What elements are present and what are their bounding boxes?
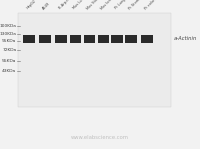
Bar: [141, 35, 153, 43]
Text: Mus Lung: Mus Lung: [72, 0, 87, 10]
Bar: [98, 35, 108, 43]
Text: Mus Stomach: Mus Stomach: [86, 0, 106, 10]
Bar: [84, 35, 95, 43]
Text: 100KDa: 100KDa: [0, 24, 16, 28]
Text: HepG2: HepG2: [26, 0, 37, 10]
Bar: [55, 35, 67, 43]
Bar: [18, 13, 171, 107]
Text: Mus Ion: Mus Ion: [100, 0, 113, 10]
Bar: [39, 35, 51, 43]
Text: 55KDa: 55KDa: [2, 59, 16, 63]
Bar: [125, 35, 137, 43]
Text: 43KDa: 43KDa: [2, 69, 16, 73]
Bar: [111, 35, 123, 43]
Text: 72KDa: 72KDa: [2, 48, 16, 52]
Bar: [23, 35, 35, 43]
Text: www.elabscience.com: www.elabscience.com: [71, 135, 129, 140]
Text: 130KDa: 130KDa: [0, 32, 16, 36]
Text: Pt colon: Pt colon: [144, 0, 157, 10]
Text: A549: A549: [42, 1, 51, 10]
Text: Pt Lung: Pt Lung: [114, 0, 127, 10]
Text: Pt-Arp-teratocarcc: Pt-Arp-teratocarcc: [58, 0, 84, 10]
Bar: [70, 35, 80, 43]
Text: 95KDa: 95KDa: [2, 39, 16, 43]
Text: a-Actinin: a-Actinin: [174, 36, 197, 41]
Bar: [18, 13, 171, 107]
Text: Pt Stomach: Pt Stomach: [128, 0, 146, 10]
